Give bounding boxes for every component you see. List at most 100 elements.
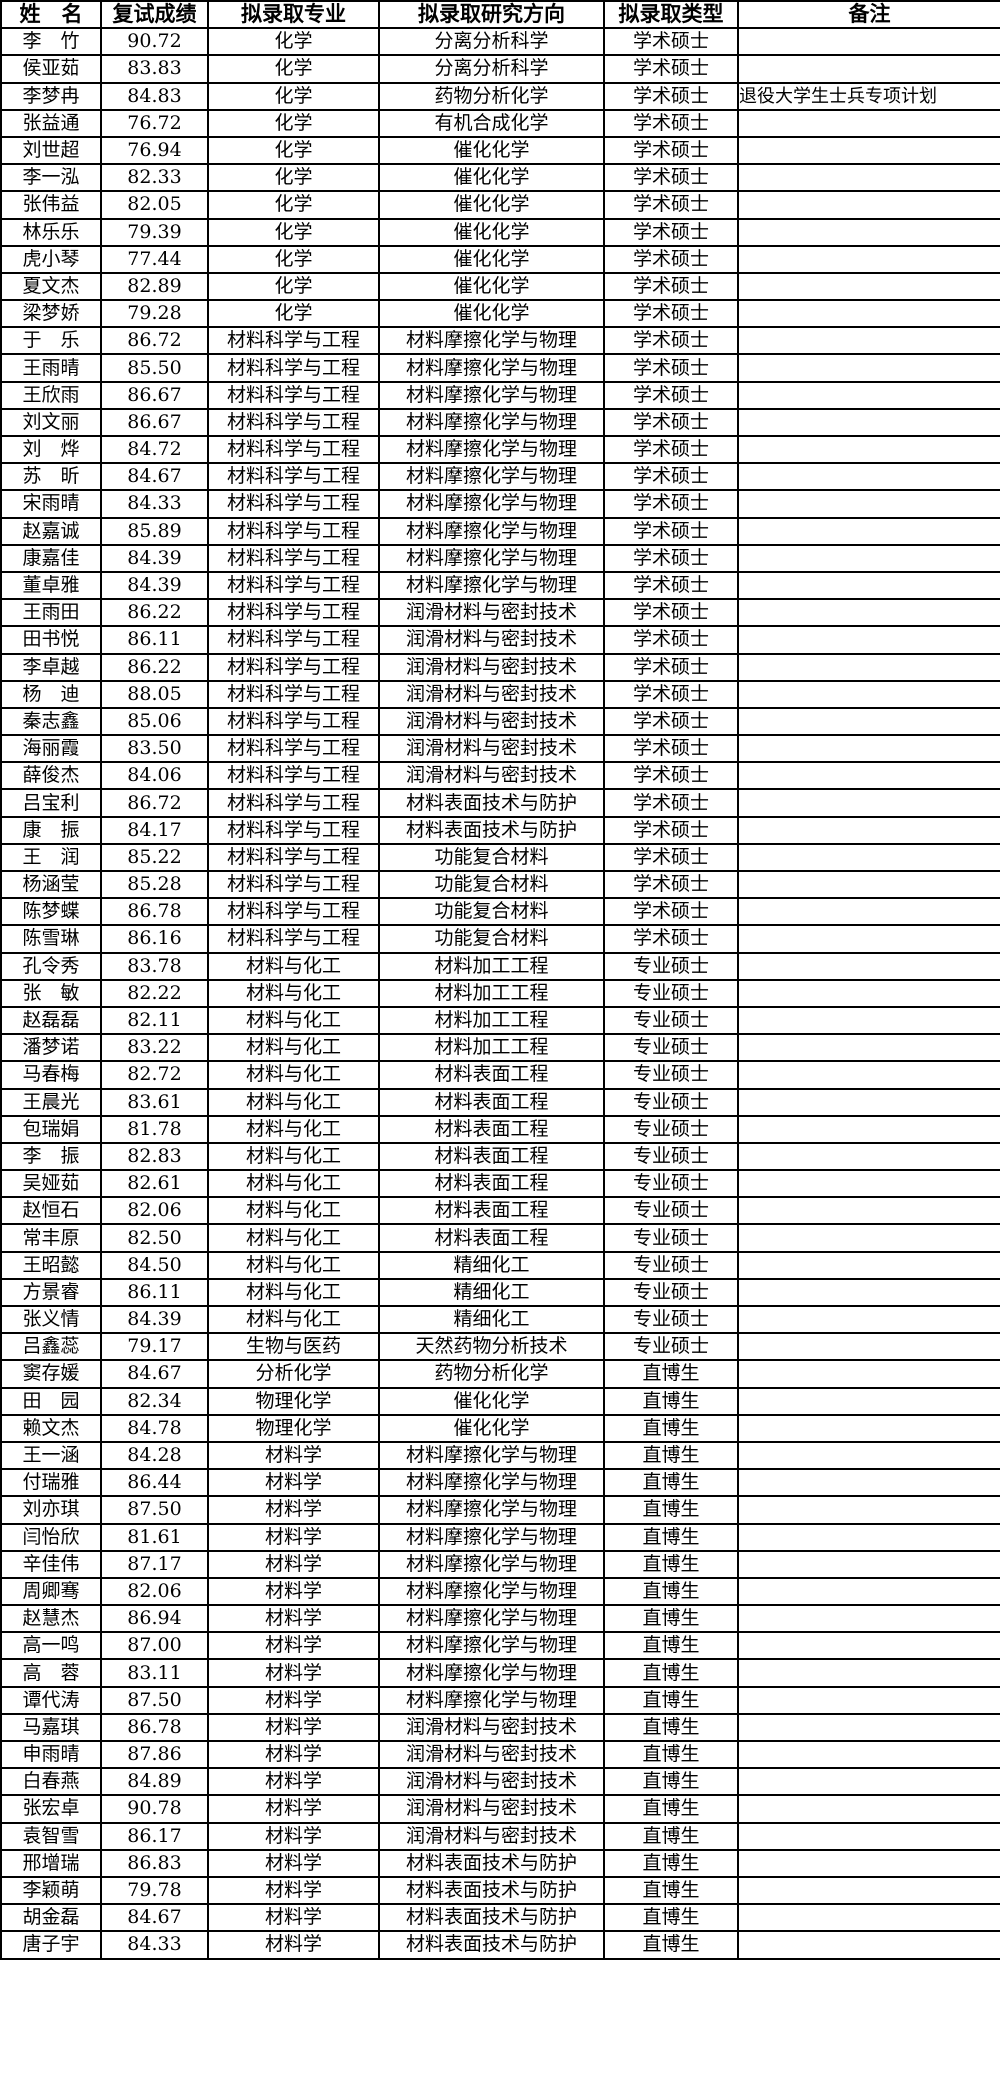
table-row: 辛佳伟 87.17 材料学 材料摩擦化学与物理 直博生: [0, 1549, 1000, 1579]
major-cell: 材料科学与工程: [207, 543, 380, 573]
score-cell: 87.86: [100, 1739, 209, 1770]
major-cell: 材料学: [207, 1739, 380, 1770]
table-row: 王 润 85.22 材料科学与工程 功能复合材料 学术硕士: [0, 842, 1000, 873]
name-cell: 方景睿: [0, 1277, 102, 1308]
major-cell: 材料科学与工程: [207, 761, 380, 791]
direction-cell: 润滑材料与密封技术: [378, 706, 605, 737]
score-cell: 83.78: [100, 951, 209, 981]
score-cell: 88.05: [100, 679, 209, 709]
score-cell: 86.17: [100, 1821, 209, 1851]
type-cell: 专业硕士: [603, 1223, 739, 1253]
direction-cell: 润滑材料与密封技术: [378, 598, 605, 628]
major-cell: 材料与化工: [207, 1250, 380, 1280]
direction-cell: 材料摩擦化学与物理: [378, 1631, 605, 1661]
name-cell: 袁智雪: [0, 1821, 102, 1851]
notes-cell: [737, 1440, 1000, 1471]
table-row: 唐子宇 84.33 材料学 材料表面技术与防护 直博生: [0, 1930, 1000, 1960]
name-cell: 虎小琴: [0, 244, 102, 274]
table-row: 康嘉佳 84.39 材料科学与工程 材料摩擦化学与物理 学术硕士: [0, 543, 1000, 573]
notes-cell: [737, 734, 1000, 764]
major-cell: 材料学: [207, 1821, 380, 1851]
score-cell: 84.33: [100, 1930, 209, 1960]
major-cell: 材料学: [207, 1604, 380, 1634]
major-cell: 材料学: [207, 1576, 380, 1607]
score-cell: 83.61: [100, 1087, 209, 1117]
major-cell: 化学: [207, 135, 380, 166]
score-cell: 82.06: [100, 1196, 209, 1226]
name-cell: 高一鸣: [0, 1631, 102, 1661]
direction-cell: 材料摩擦化学与物理: [378, 1549, 605, 1579]
notes-cell: [737, 407, 1000, 438]
table-row: 康 振 84.17 材料科学与工程 材料表面技术与防护 学术硕士: [0, 815, 1000, 845]
score-cell: 87.00: [100, 1631, 209, 1661]
major-cell: 材料科学与工程: [207, 815, 380, 845]
direction-cell: 催化化学: [378, 271, 605, 302]
notes-cell: [737, 679, 1000, 709]
direction-cell: 润滑材料与密封技术: [378, 761, 605, 791]
name-cell: 康 振: [0, 815, 102, 845]
type-cell: 学术硕士: [603, 135, 739, 166]
major-cell: 化学: [207, 244, 380, 274]
major-cell: 材料科学与工程: [207, 897, 380, 927]
type-cell: 学术硕士: [603, 54, 739, 84]
name-cell: 田 园: [0, 1386, 102, 1416]
major-cell: 材料科学与工程: [207, 842, 380, 873]
type-cell: 学术硕士: [603, 570, 739, 601]
table-row: 吴娅茹 82.61 材料与化工 材料表面工程 专业硕士: [0, 1169, 1000, 1199]
major-cell: 化学: [207, 190, 380, 220]
direction-cell: 材料摩擦化学与物理: [378, 1440, 605, 1471]
major-cell: 材料学: [207, 1468, 380, 1498]
score-cell: 82.83: [100, 1141, 209, 1172]
notes-cell: [737, 1196, 1000, 1226]
notes-cell: [737, 163, 1000, 193]
major-cell: 材料学: [207, 1767, 380, 1797]
direction-cell: 材料摩擦化学与物理: [378, 326, 605, 356]
direction-cell: 润滑材料与密封技术: [378, 625, 605, 655]
type-cell: 学术硕士: [603, 217, 739, 247]
type-cell: 学术硕士: [603, 299, 739, 329]
major-cell: 材料科学与工程: [207, 353, 380, 383]
table-row: 潘梦诺 83.22 材料与化工 材料加工工程 专业硕士: [0, 1033, 1000, 1063]
name-cell: 辛佳伟: [0, 1549, 102, 1579]
header-major: 拟录取专业: [207, 0, 380, 30]
name-cell: 于 乐: [0, 326, 102, 356]
name-cell: 吕鑫蕊: [0, 1332, 102, 1362]
notes-cell: [737, 516, 1000, 546]
score-cell: 86.11: [100, 625, 209, 655]
major-cell: 材料科学与工程: [207, 434, 380, 465]
notes-cell: [737, 1821, 1000, 1851]
type-cell: 直博生: [603, 1359, 739, 1389]
score-cell: 84.39: [100, 570, 209, 601]
notes-cell: [737, 570, 1000, 601]
score-cell: 85.50: [100, 353, 209, 383]
direction-cell: 催化化学: [378, 299, 605, 329]
direction-cell: 精细化工: [378, 1304, 605, 1335]
admission-table: 姓 名 复试成绩 拟录取专业 拟录取研究方向 拟录取类型 备注 李 竹 90.72…: [0, 0, 1000, 1960]
major-cell: 材料科学与工程: [207, 625, 380, 655]
table-row: 吕宝利 86.72 材料科学与工程 材料表面技术与防护 学术硕士: [0, 788, 1000, 818]
score-cell: 87.50: [100, 1495, 209, 1525]
score-cell: 81.61: [100, 1522, 209, 1552]
direction-cell: 材料表面工程: [378, 1087, 605, 1117]
notes-cell: [737, 1903, 1000, 1933]
table-row: 李梦冉 84.83 化学 药物分析化学 学术硕士 退役大学生士兵专项计划: [0, 81, 1000, 111]
table-row: 方景睿 86.11 材料与化工 精细化工 专业硕士: [0, 1277, 1000, 1308]
name-cell: 吕宝利: [0, 788, 102, 818]
name-cell: 刘亦琪: [0, 1495, 102, 1525]
table-row: 付瑞雅 86.44 材料学 材料摩擦化学与物理 直博生: [0, 1468, 1000, 1498]
name-cell: 夏文杰: [0, 271, 102, 302]
score-cell: 79.17: [100, 1332, 209, 1362]
type-cell: 专业硕士: [603, 1169, 739, 1199]
table-row: 刘亦琪 87.50 材料学 材料摩擦化学与物理 直博生: [0, 1495, 1000, 1525]
score-cell: 79.78: [100, 1875, 209, 1906]
major-cell: 材料与化工: [207, 1277, 380, 1308]
name-cell: 胡金磊: [0, 1903, 102, 1933]
notes-cell: [737, 951, 1000, 981]
major-cell: 材料科学与工程: [207, 679, 380, 709]
notes-cell: [737, 1468, 1000, 1498]
name-cell: 闫怡欣: [0, 1522, 102, 1552]
score-cell: 86.78: [100, 1712, 209, 1743]
type-cell: 直博生: [603, 1712, 739, 1743]
table-row: 王欣雨 86.67 材料科学与工程 材料摩擦化学与物理 学术硕士: [0, 380, 1000, 410]
type-cell: 学术硕士: [603, 407, 739, 438]
